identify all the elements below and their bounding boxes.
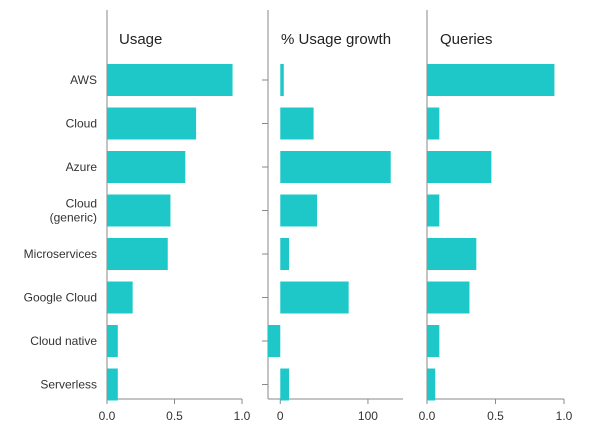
bar-1-1 — [280, 107, 314, 140]
bar-2-5 — [427, 281, 470, 314]
panel-title-2: Queries — [440, 31, 493, 48]
category-label-4: Microservices — [24, 247, 97, 261]
bar-1-2 — [280, 151, 391, 183]
category-label-5: Google Cloud — [24, 291, 97, 305]
bar-0-5 — [107, 281, 133, 314]
bar-2-7 — [427, 368, 436, 401]
bar-0-3 — [107, 194, 171, 227]
bar-0-1 — [107, 107, 197, 140]
bar-0-0 — [107, 64, 233, 96]
bar-1-5 — [280, 281, 349, 314]
category-label-1: Cloud — [66, 117, 97, 131]
bar-0-2 — [107, 151, 186, 183]
bar-2-4 — [427, 238, 477, 270]
category-label-7: Serverless — [40, 378, 97, 392]
bar-1-3 — [280, 194, 318, 227]
x-tick-label-2-2: 1.0 — [556, 409, 573, 423]
bar-0-7 — [107, 368, 118, 401]
x-tick-label-2-0: 0.0 — [419, 409, 436, 423]
x-tick-label-1-1: 100 — [358, 409, 378, 423]
bar-0-6 — [107, 325, 118, 357]
x-tick-label-0-0: 0.0 — [99, 409, 116, 423]
bar-1-7 — [280, 368, 290, 401]
x-tick-label-1-0: 0 — [277, 409, 284, 423]
category-label-6: Cloud native — [30, 334, 97, 348]
x-tick-label-2-1: 0.5 — [487, 409, 504, 423]
bar-1-6 — [268, 325, 281, 357]
panel-title-1: % Usage growth — [281, 31, 391, 48]
bar-2-6 — [427, 325, 440, 357]
x-tick-label-0-1: 0.5 — [166, 409, 183, 423]
bar-2-1 — [427, 107, 440, 140]
category-label-3: Cloud (generic) — [50, 197, 97, 225]
panel-title-0: Usage — [119, 31, 162, 48]
bar-0-4 — [107, 238, 168, 270]
bar-2-3 — [427, 194, 440, 227]
category-label-2: Azure — [66, 160, 98, 174]
x-tick-label-0-2: 1.0 — [234, 409, 251, 423]
category-label-0: AWS — [70, 73, 97, 87]
bar-1-0 — [280, 64, 284, 96]
bar-2-2 — [427, 151, 492, 183]
bar-1-4 — [280, 238, 290, 270]
bar-2-0 — [427, 64, 555, 96]
